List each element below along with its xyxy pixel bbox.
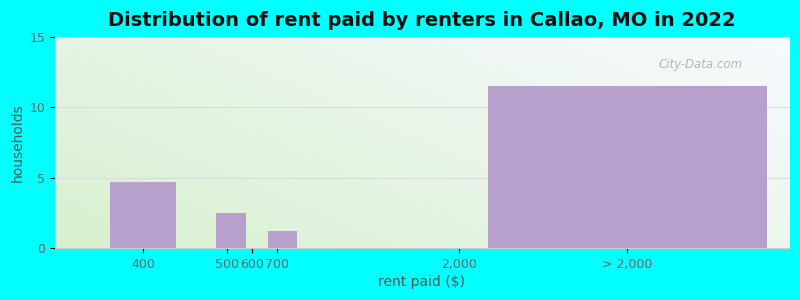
Bar [488, 86, 767, 248]
Bar [216, 213, 246, 248]
Title: Distribution of rent paid by renters in Callao, MO in 2022: Distribution of rent paid by renters in … [108, 11, 736, 30]
X-axis label: rent paid ($): rent paid ($) [378, 275, 466, 289]
Bar [110, 182, 176, 248]
Bar [268, 231, 297, 248]
Y-axis label: households: households [11, 103, 25, 182]
Text: City-Data.com: City-Data.com [658, 58, 743, 71]
